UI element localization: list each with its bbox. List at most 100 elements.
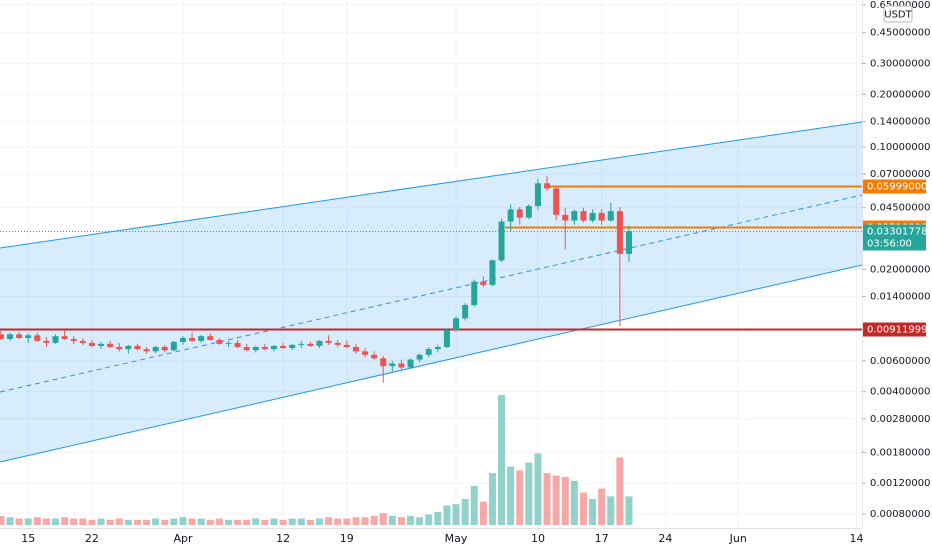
volume-bar xyxy=(70,518,78,525)
price-label: 0.05999000 xyxy=(867,182,927,193)
candle-body xyxy=(516,209,523,218)
volume-bar xyxy=(6,517,14,525)
candle-body xyxy=(0,334,4,339)
candle-body xyxy=(544,183,551,189)
candle-body xyxy=(334,342,341,345)
volume-bar xyxy=(106,519,114,525)
candle-body xyxy=(225,342,232,344)
candle-body xyxy=(25,335,32,339)
x-tick-label: 15 xyxy=(21,532,35,545)
candle-body xyxy=(43,340,50,343)
candle-body xyxy=(143,349,150,352)
price-label-box xyxy=(863,224,926,251)
volume-bar xyxy=(361,517,369,525)
y-tick-label: 0.10000000 xyxy=(870,142,930,153)
volume-bar xyxy=(379,513,387,525)
candle-body xyxy=(389,363,396,367)
volume-bar xyxy=(352,517,360,525)
y-tick-label: 0.00400000 xyxy=(870,387,930,398)
volume-bar xyxy=(461,499,469,525)
candle-body xyxy=(352,346,359,352)
volume-bar xyxy=(215,518,223,525)
volume-bar xyxy=(279,519,287,525)
candle-body xyxy=(125,345,132,350)
volume-bar xyxy=(452,504,460,525)
volume-bar xyxy=(470,486,478,525)
y-tick-label: 0.14000000 xyxy=(870,116,930,127)
channel-fill xyxy=(0,122,862,462)
candle-body xyxy=(52,336,59,343)
candle-body xyxy=(70,338,77,341)
candle-body xyxy=(261,346,268,350)
candle-body xyxy=(571,211,578,221)
candle-body xyxy=(98,343,105,346)
y-tick-label: 0.00120000 xyxy=(870,478,930,489)
volume-bar xyxy=(288,518,296,525)
y-tick-label: 0.20000000 xyxy=(870,89,930,100)
volume-bar xyxy=(24,518,32,525)
volume-bar xyxy=(61,517,69,525)
candle-body xyxy=(252,346,259,351)
volume-bar xyxy=(407,515,415,525)
volume-bar xyxy=(297,518,305,525)
candles xyxy=(0,176,632,383)
volume-bar xyxy=(33,517,41,525)
candle-body xyxy=(407,359,414,368)
candle-body xyxy=(362,351,369,355)
volume-bar xyxy=(179,517,187,525)
candle-body xyxy=(453,318,460,331)
volume-bar xyxy=(252,518,260,525)
candle-body xyxy=(61,336,68,339)
price-label: 0.03301778 xyxy=(867,227,927,238)
volume-bar xyxy=(115,518,123,525)
candle-body xyxy=(625,231,632,254)
candle-body xyxy=(398,363,405,368)
volume-bar xyxy=(42,518,50,525)
volume-bar xyxy=(197,518,205,525)
volume-bar xyxy=(443,505,451,525)
candle-body xyxy=(425,349,432,355)
volume-bar xyxy=(579,492,587,525)
volume-bar xyxy=(343,518,351,525)
x-tick-label: 10 xyxy=(531,532,545,545)
volume-bar xyxy=(224,519,232,525)
candle-body xyxy=(380,358,387,367)
candle-body xyxy=(216,339,223,344)
volume-bar xyxy=(52,518,60,525)
volume-bar xyxy=(525,462,533,525)
volume-bar xyxy=(479,501,487,525)
volume-bar xyxy=(416,517,424,525)
candle-body xyxy=(589,212,596,221)
y-tick-label: 0.00080000 xyxy=(870,509,930,520)
candle-body xyxy=(607,211,614,221)
x-tick-label: 14 xyxy=(850,532,864,545)
volume-bar xyxy=(434,512,442,525)
volume-bar xyxy=(425,514,433,525)
volume-bar xyxy=(306,519,314,525)
y-tick-label: 0.45000000 xyxy=(870,28,930,39)
candle-body xyxy=(280,345,287,349)
candle-body xyxy=(107,343,114,347)
y-tick-label: 0.00180000 xyxy=(870,447,930,458)
candle-body xyxy=(443,330,450,347)
volume-bar xyxy=(124,519,132,525)
volume-bar xyxy=(152,518,160,525)
candle-body xyxy=(434,346,441,350)
price-axis: 0.65000000 0.45000000 0.30000000 0.20000000… xyxy=(862,0,930,520)
candle-body xyxy=(179,338,186,342)
volume-bar xyxy=(161,519,169,525)
candle-body xyxy=(580,211,587,221)
candle-body xyxy=(34,335,41,341)
candle-body xyxy=(316,340,323,346)
countdown: 03:56:00 xyxy=(867,239,912,250)
volume-bar xyxy=(397,517,405,525)
price-label-box xyxy=(863,179,926,194)
volume-bar xyxy=(261,519,269,525)
channel-lower xyxy=(0,264,863,463)
volume-bar xyxy=(570,480,578,525)
candle-body xyxy=(16,334,23,339)
channel-mid xyxy=(0,194,863,393)
volume-bar xyxy=(206,519,214,525)
